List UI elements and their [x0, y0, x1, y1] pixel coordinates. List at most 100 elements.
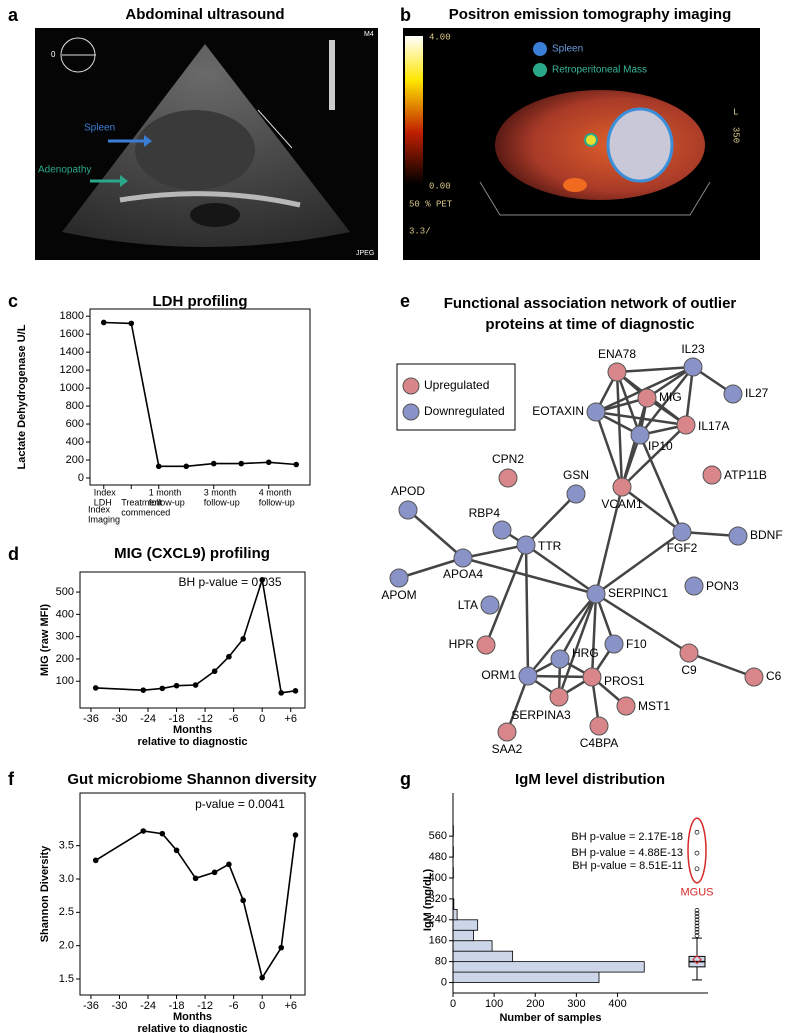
network-node	[616, 696, 636, 716]
data-point	[192, 682, 199, 688]
x-tick-label: Treatment	[121, 497, 162, 507]
data-point	[293, 461, 300, 468]
node-label: PON3	[706, 579, 739, 593]
network-node	[453, 548, 473, 568]
y-tick-label: 400	[66, 436, 84, 448]
chart-title: IgM level distribution	[515, 771, 665, 788]
node-label: HPR	[449, 637, 475, 651]
x-tick-label: 0	[259, 713, 265, 725]
plot-frame	[79, 571, 306, 709]
network-node	[723, 384, 743, 404]
x-axis-label: Number of samples	[499, 1012, 601, 1024]
y-tick-label: 300	[56, 631, 74, 643]
node-label: IL27	[745, 386, 769, 400]
data-point	[292, 832, 299, 838]
network-node	[389, 568, 409, 588]
node-label: LTA	[458, 598, 478, 612]
outlier	[694, 908, 700, 913]
outlier	[694, 866, 700, 872]
network-edge	[524, 544, 530, 677]
outlier	[694, 933, 700, 938]
image-label: 4.00	[429, 32, 451, 42]
x-tick-label: -24	[140, 1000, 156, 1012]
histogram-bar	[452, 950, 514, 963]
y-tick-label: 0	[441, 976, 447, 988]
outlier	[694, 929, 700, 935]
network-edge	[621, 486, 683, 533]
network-edge	[594, 411, 624, 488]
y-tick-label: 2.5	[59, 906, 74, 918]
annotation: BH p-value = 2.17E-18	[571, 831, 683, 843]
node-label: APOD	[391, 484, 425, 498]
panel-label: e	[400, 291, 410, 311]
node-label: SERPINA3	[511, 708, 571, 722]
node-label: GSN	[563, 468, 589, 482]
x-axis-label: relative to diagnostic	[137, 736, 247, 748]
image-label: Spleen	[552, 44, 583, 55]
data-line	[103, 321, 297, 468]
network-edge	[616, 365, 694, 374]
network-node	[549, 687, 569, 707]
network-edge	[557, 593, 598, 698]
image-label: 50 % PET	[409, 199, 453, 209]
network-node	[612, 477, 632, 497]
data-point	[226, 653, 232, 660]
node-label: MST1	[638, 699, 670, 713]
network-node	[586, 402, 606, 422]
outlier	[694, 914, 700, 920]
data-line	[95, 579, 296, 694]
y-tick-label: 800	[66, 400, 84, 412]
x-tick-label: -30	[112, 1000, 128, 1012]
chart-title: Gut microbiome Shannon diversity	[67, 771, 317, 788]
network-node	[518, 666, 538, 686]
network-node	[630, 425, 650, 445]
panel-label: a	[8, 5, 19, 25]
node-label: FGF2	[667, 541, 698, 555]
data-point	[140, 828, 147, 834]
network-edge	[615, 371, 624, 488]
network-edge	[595, 410, 687, 427]
annotation: BH p-value = 4.88E-13	[571, 847, 683, 859]
ultrasound-image	[35, 28, 378, 260]
legend-label: Downregulated	[424, 404, 505, 418]
x-tick-label: -24	[140, 713, 156, 725]
data-point	[183, 463, 190, 470]
data-point	[240, 636, 246, 642]
node-label: MIG	[659, 390, 682, 404]
node-label: IL23	[681, 342, 705, 356]
x-tick-label: -12	[197, 713, 213, 725]
data-point	[100, 319, 107, 326]
data-line	[95, 830, 297, 980]
group-ellipse	[687, 817, 707, 884]
outlier	[694, 920, 700, 926]
y-tick-label: 1200	[60, 364, 84, 376]
x-tick-label: follow-up	[204, 497, 240, 507]
network-edge	[462, 543, 527, 560]
image-label: 0.00	[429, 181, 451, 191]
node-label: CPN2	[492, 452, 524, 466]
network-node	[516, 535, 536, 555]
node-label: IP10	[648, 439, 673, 453]
image-label: 350	[731, 127, 741, 143]
x-tick-label: Index	[94, 487, 117, 497]
y-tick-label: 240	[429, 914, 447, 926]
outlier	[694, 829, 700, 835]
network-edge	[595, 592, 690, 655]
y-tick-label: 200	[66, 454, 84, 466]
network-node	[604, 634, 624, 654]
y-axis-label: MIG (raw MFI)	[39, 604, 51, 676]
y-tick-label: 480	[429, 851, 447, 863]
x-axis-label: Months	[173, 724, 212, 736]
x-tick-label: 4 month	[259, 487, 292, 497]
x-tick-label: -18	[169, 1000, 185, 1012]
node-label: C9	[681, 663, 697, 677]
x-tick-label: follow-up	[149, 497, 185, 507]
node-label: BDNF	[750, 528, 783, 542]
legend-swatch	[402, 377, 420, 395]
network-node	[550, 649, 570, 669]
node-label: APOA4	[443, 567, 483, 581]
y-axis-label: Shannon Diversity	[39, 845, 51, 942]
image-label: Retroperitoneal Mass	[552, 65, 647, 76]
network-edge	[639, 366, 694, 436]
